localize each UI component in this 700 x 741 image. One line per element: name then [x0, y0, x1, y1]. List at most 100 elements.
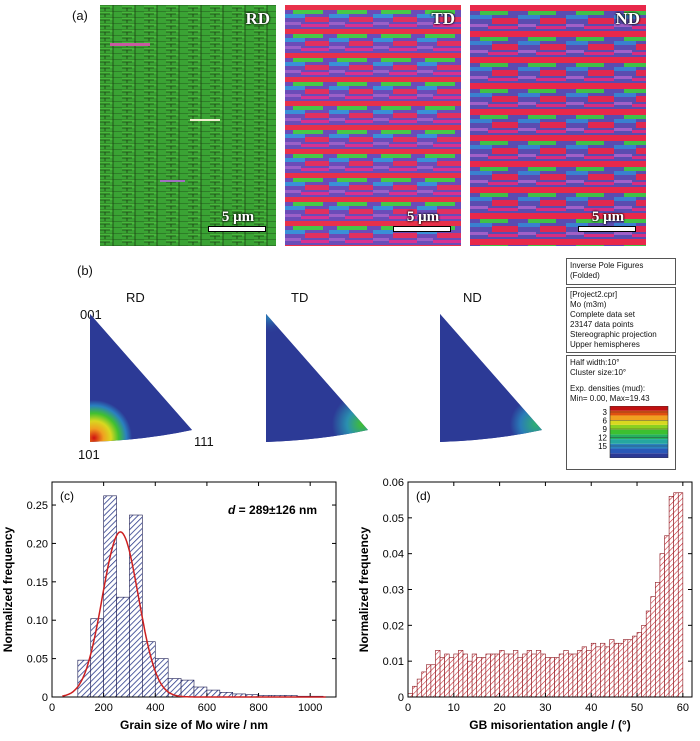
- x-tick-label: 600: [198, 702, 216, 714]
- y-tick-label: 0.06: [383, 477, 404, 489]
- color-scale-tick: 15: [598, 442, 607, 451]
- histogram-bar: [586, 650, 592, 698]
- histogram-bar: [499, 650, 505, 698]
- ipf-title-rd: RD: [126, 290, 145, 305]
- legend-line: Min= 0.00, Max=19.43: [570, 394, 650, 403]
- histogram-bar: [526, 650, 532, 698]
- color-scale-tick: 12: [598, 434, 607, 443]
- legend-line: Upper hemispheres: [570, 340, 640, 349]
- histogram-bar: [444, 653, 450, 698]
- scale-label-td: 5 μm: [406, 209, 440, 225]
- histogram-bar: [453, 653, 459, 698]
- histogram-bar: [618, 642, 624, 698]
- ipf-triangle-td: [266, 314, 368, 442]
- y-tick-label: 0.25: [27, 500, 48, 512]
- histogram-bar: [540, 653, 546, 698]
- panel-label: (c): [60, 489, 74, 503]
- color-scale-step: [610, 434, 668, 440]
- histogram-bar: [535, 650, 542, 698]
- histogram-bar: [167, 678, 182, 698]
- x-tick-label: 0: [405, 702, 411, 714]
- color-scale-step: [610, 448, 668, 454]
- histogram-bar: [494, 653, 500, 698]
- histogram-bar: [645, 610, 652, 698]
- histogram-bar: [430, 664, 436, 698]
- histogram-bar: [590, 642, 597, 698]
- ebsd-map-nd: ND 5 μm: [470, 5, 646, 246]
- ipf-legend-title: Inverse Pole Figures (Folded): [566, 258, 676, 285]
- x-tick-label: 1000: [298, 702, 322, 714]
- x-tick-label: 60: [677, 702, 689, 714]
- histogram-bar: [677, 492, 684, 698]
- ipf-triangle-nd: [440, 314, 542, 442]
- legend-line: Exp. densities (mud):: [570, 384, 646, 393]
- color-scale-step: [610, 424, 668, 430]
- histogram-bar: [668, 496, 674, 698]
- histogram-bar: [659, 553, 665, 698]
- misorientation-histogram: 0 10 20 30 40 50 60 0 0.01 0.02 0.03 0.04 0.05 0.06 GB…: [357, 477, 693, 732]
- histogram-bar: [549, 657, 555, 698]
- color-scale-step: [610, 429, 668, 435]
- histogram-bar: [664, 535, 670, 698]
- y-tick-label: 0: [398, 692, 404, 704]
- histogram-bar: [77, 659, 92, 698]
- legend-line: Mo (m3m): [570, 300, 607, 309]
- y-tick-label: 0.03: [383, 585, 404, 597]
- histogram-bar: [627, 639, 633, 698]
- x-tick-label: 10: [448, 702, 460, 714]
- histogram-bar: [426, 664, 432, 698]
- histogram-bar: [508, 653, 514, 698]
- color-scale-tick: 9: [603, 425, 608, 434]
- x-tick-label: 400: [146, 702, 164, 714]
- y-axis-label: Normalized frequency: [357, 526, 371, 652]
- color-scale-step: [610, 420, 668, 425]
- gaussian-fit-curve: [62, 531, 326, 698]
- color-scale-step: [610, 415, 668, 421]
- ipf-legend-densities: Half width:10° Cluster size:10° Exp. den…: [566, 355, 676, 470]
- x-axis-label: GB misorientation angle / (°): [469, 718, 630, 732]
- ipf-corner-101: 101: [78, 447, 100, 462]
- histogram-bar: [480, 657, 487, 698]
- histogram-bar: [462, 653, 468, 698]
- histogram-bar: [650, 596, 656, 698]
- ipf-triangle-rd: [90, 314, 192, 442]
- histogram-bar: [116, 596, 130, 698]
- histogram-bar: [600, 642, 606, 698]
- ebsd-nd-texture: [470, 5, 646, 246]
- map-label-nd: ND: [615, 9, 640, 28]
- ipf-legend-project: [Project2.cpr] Mo (m3m) Complete data se…: [566, 287, 676, 353]
- x-tick-label: 30: [539, 702, 551, 714]
- legend-line: 23147 data points: [570, 320, 634, 329]
- histogram-bar: [448, 657, 455, 698]
- legend-line: Stereographic projection: [570, 330, 657, 339]
- histogram-bar: [412, 685, 418, 698]
- scale-label-rd: 5 μm: [221, 209, 255, 225]
- ebsd-td-texture: [285, 5, 461, 246]
- histogram-bar: [206, 689, 221, 698]
- y-tick-label: 0.04: [383, 549, 404, 561]
- histogram-bar: [636, 632, 642, 698]
- legend-line: Inverse Pole Figures: [570, 261, 644, 270]
- y-axis-label: Normalized frequency: [1, 526, 15, 652]
- map-label-td: TD: [431, 9, 455, 28]
- panel-b-label: (b): [77, 263, 93, 278]
- panel-a-label: (a): [72, 8, 88, 23]
- histogram-bar: [595, 646, 601, 698]
- histogram-bar: [471, 653, 478, 698]
- ipf-title-nd: ND: [463, 290, 482, 305]
- y-tick-label: 0.15: [27, 577, 48, 589]
- color-scale-step: [610, 453, 668, 458]
- histogram-bar: [632, 635, 638, 698]
- histogram-bar: [568, 653, 574, 698]
- ipf-title-td: TD: [291, 290, 309, 305]
- histogram-bar: [503, 653, 510, 698]
- histogram-bar: [622, 639, 629, 698]
- color-scale-step: [610, 410, 668, 416]
- scale-label-nd: 5 μm: [591, 209, 625, 225]
- histogram-bar: [416, 678, 423, 698]
- histogram-bar: [613, 642, 620, 698]
- map-label-rd: RD: [245, 9, 270, 28]
- legend-line: Half width:10°: [570, 358, 620, 367]
- x-tick-label: 800: [249, 702, 267, 714]
- histogram-bar: [655, 582, 661, 698]
